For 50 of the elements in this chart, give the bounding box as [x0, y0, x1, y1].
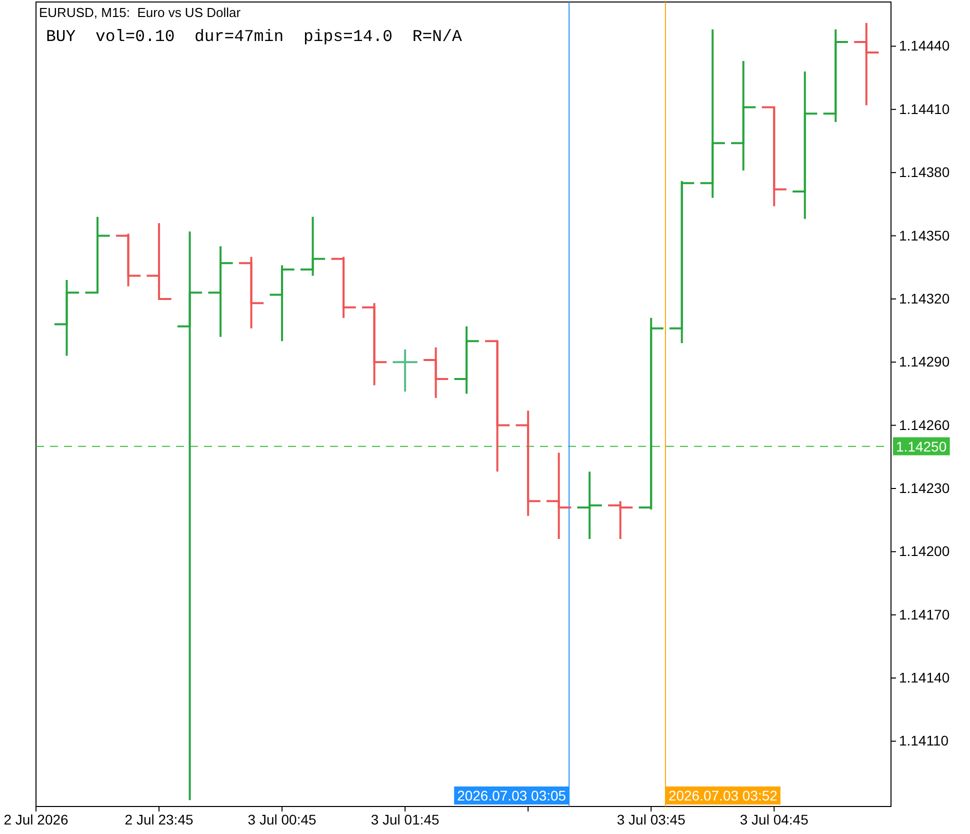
y-tick-label: 1.14260: [899, 416, 950, 433]
ref-line-label: 2026.07.03 03:52: [668, 788, 778, 804]
y-tick-label: 1.14350: [899, 227, 950, 244]
candlestick: [484, 340, 511, 473]
candlestick: [638, 316, 664, 511]
candlestick: [207, 245, 234, 338]
y-tick-label: 1.14440: [899, 38, 950, 54]
y-tick-label: 1.14290: [899, 354, 950, 370]
y-tick-label: 1.14110: [899, 732, 949, 749]
candlestick: [238, 256, 265, 330]
candlestick: [392, 348, 418, 393]
candlestick: [422, 346, 450, 399]
candlestick: [330, 256, 357, 319]
x-tick-label: 3 Jul 01:45: [370, 811, 440, 828]
candlestick: [822, 28, 849, 124]
candlestick: [299, 216, 326, 277]
candlestick: [699, 28, 726, 199]
ref-line-label: 1.14250: [896, 438, 947, 454]
candlestick: [84, 216, 111, 294]
candlestick: [853, 22, 880, 106]
candlestick: [514, 410, 542, 517]
candlestick: [176, 230, 204, 802]
x-tick-label: 2 Jul 23:45: [124, 811, 194, 828]
y-tick-label: 1.14170: [899, 606, 950, 622]
candlestick: [668, 180, 696, 344]
candlestick: [730, 60, 757, 172]
candlestick: [546, 452, 572, 540]
candlestick: [53, 278, 80, 357]
x-tick-label: 3 Jul 03:45: [616, 811, 686, 828]
candlestick: [607, 500, 634, 540]
x-tick-label: 3 Jul 04:45: [740, 811, 809, 828]
x-tick-label: 3 Jul 00:45: [248, 811, 317, 828]
ref-line-label: 2026.07.03 03:05: [457, 788, 566, 804]
candlestick: [268, 264, 296, 342]
x-tick-label: 2 Jul 2026: [4, 811, 69, 828]
chart-title: EURUSD, M15: Euro vs US Dollar: [39, 5, 242, 20]
y-tick-label: 1.14410: [899, 100, 950, 117]
text: BUY vol=0.10 dur=47min pips=14.0 R=N/A: [46, 27, 462, 46]
candlestick: [114, 232, 142, 288]
candlestick: [760, 106, 788, 208]
candlestick: [146, 222, 172, 300]
candlestick: [576, 470, 603, 540]
y-tick-label: 1.14380: [899, 164, 950, 180]
candlestick: [453, 325, 480, 395]
y-tick-label: 1.14200: [899, 543, 950, 560]
candlestick: [361, 302, 388, 386]
candlestick: [792, 70, 818, 220]
y-tick-label: 1.14140: [899, 670, 950, 686]
y-tick-label: 1.14230: [899, 480, 950, 496]
y-tick-label: 1.14320: [899, 290, 950, 306]
